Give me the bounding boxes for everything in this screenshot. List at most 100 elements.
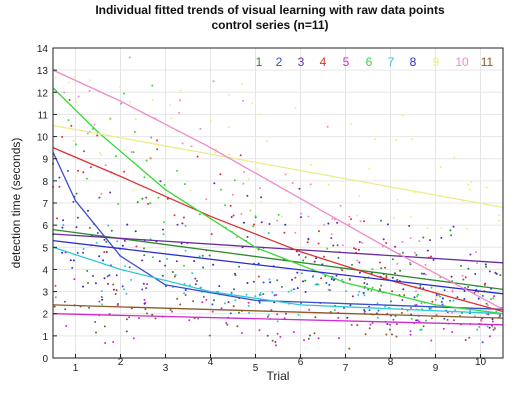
- fit-line-6: [52, 87, 504, 315]
- data-point: [338, 337, 340, 340]
- data-point: [395, 335, 398, 338]
- data-point: [464, 276, 467, 279]
- data-point: [101, 298, 104, 301]
- data-point: [498, 219, 501, 222]
- data-point: [194, 277, 197, 280]
- data-point: [262, 281, 265, 284]
- data-point: [304, 291, 307, 293]
- data-point: [477, 297, 480, 300]
- data-point: [82, 171, 85, 174]
- data-point: [193, 260, 196, 262]
- data-point: [76, 251, 79, 254]
- data-point: [120, 102, 123, 105]
- data-point: [292, 331, 295, 334]
- data-point: [358, 271, 361, 274]
- data-point: [248, 209, 251, 212]
- data-point: [254, 215, 257, 218]
- data-point: [141, 259, 144, 262]
- data-point: [309, 334, 311, 337]
- data-point: [439, 295, 442, 298]
- data-point: [408, 224, 411, 227]
- data-point: [368, 309, 371, 312]
- data-point: [219, 173, 222, 176]
- data-point: [208, 254, 211, 257]
- data-point: [419, 284, 422, 287]
- data-point: [296, 271, 299, 274]
- data-point: [103, 238, 106, 241]
- data-point: [238, 311, 240, 314]
- data-point: [269, 281, 272, 284]
- data-point: [409, 237, 412, 240]
- data-point: [446, 318, 449, 321]
- data-point: [192, 300, 195, 303]
- data-point: [323, 255, 325, 258]
- data-point: [470, 181, 473, 183]
- legend: 1 2 3 4 5 6 7 8 9 10 11: [256, 55, 494, 69]
- data-point: [82, 285, 84, 288]
- data-point: [179, 303, 182, 306]
- data-point: [243, 170, 245, 173]
- data-point: [133, 130, 136, 133]
- data-point: [330, 237, 333, 240]
- data-point: [61, 226, 64, 229]
- data-point: [145, 287, 148, 290]
- data-point: [252, 280, 255, 283]
- data-point: [384, 305, 387, 308]
- data-point: [190, 145, 193, 148]
- data-point: [443, 289, 446, 292]
- data-point: [99, 152, 102, 155]
- data-point: [245, 293, 248, 296]
- y-tick-label: 3: [42, 288, 48, 299]
- data-point: [459, 264, 462, 267]
- data-point: [403, 294, 406, 297]
- data-point: [451, 289, 454, 292]
- data-point: [125, 318, 128, 321]
- data-point: [100, 192, 103, 195]
- data-point: [93, 123, 96, 126]
- data-point: [227, 301, 230, 304]
- data-point: [467, 285, 470, 288]
- data-point: [228, 153, 231, 156]
- data-point: [449, 229, 452, 232]
- data-point: [307, 237, 310, 240]
- data-point: [194, 283, 197, 286]
- data-point: [276, 313, 279, 316]
- data-point: [341, 244, 344, 247]
- data-point: [339, 204, 342, 207]
- data-point: [409, 263, 412, 266]
- data-point: [53, 305, 56, 308]
- data-point: [328, 283, 331, 286]
- data-point: [430, 286, 433, 289]
- data-point: [279, 335, 282, 338]
- data-point: [260, 221, 263, 224]
- data-point: [176, 297, 179, 300]
- data-point: [98, 300, 101, 303]
- y-tick-label: 1: [42, 332, 48, 343]
- fit-line-2: [52, 151, 504, 310]
- data-point: [492, 297, 495, 300]
- data-point: [162, 228, 164, 231]
- data-point: [248, 178, 250, 180]
- data-point: [426, 249, 429, 252]
- data-point: [189, 189, 192, 192]
- data-point: [115, 274, 118, 277]
- data-point: [391, 333, 393, 336]
- data-point: [298, 187, 301, 190]
- y-tick-label: 11: [38, 110, 49, 121]
- data-point: [430, 317, 433, 320]
- data-point: [130, 151, 133, 153]
- data-point: [121, 244, 124, 247]
- data-point: [107, 282, 109, 285]
- data-point: [453, 156, 456, 159]
- data-point: [302, 259, 305, 262]
- data-point: [156, 139, 158, 142]
- data-point: [229, 312, 232, 315]
- data-point: [180, 242, 183, 245]
- data-point: [143, 176, 146, 179]
- data-point: [96, 232, 99, 234]
- data-point: [95, 242, 98, 244]
- data-point: [176, 169, 178, 172]
- data-point: [54, 284, 57, 287]
- data-point: [88, 226, 91, 229]
- data-point: [229, 204, 232, 207]
